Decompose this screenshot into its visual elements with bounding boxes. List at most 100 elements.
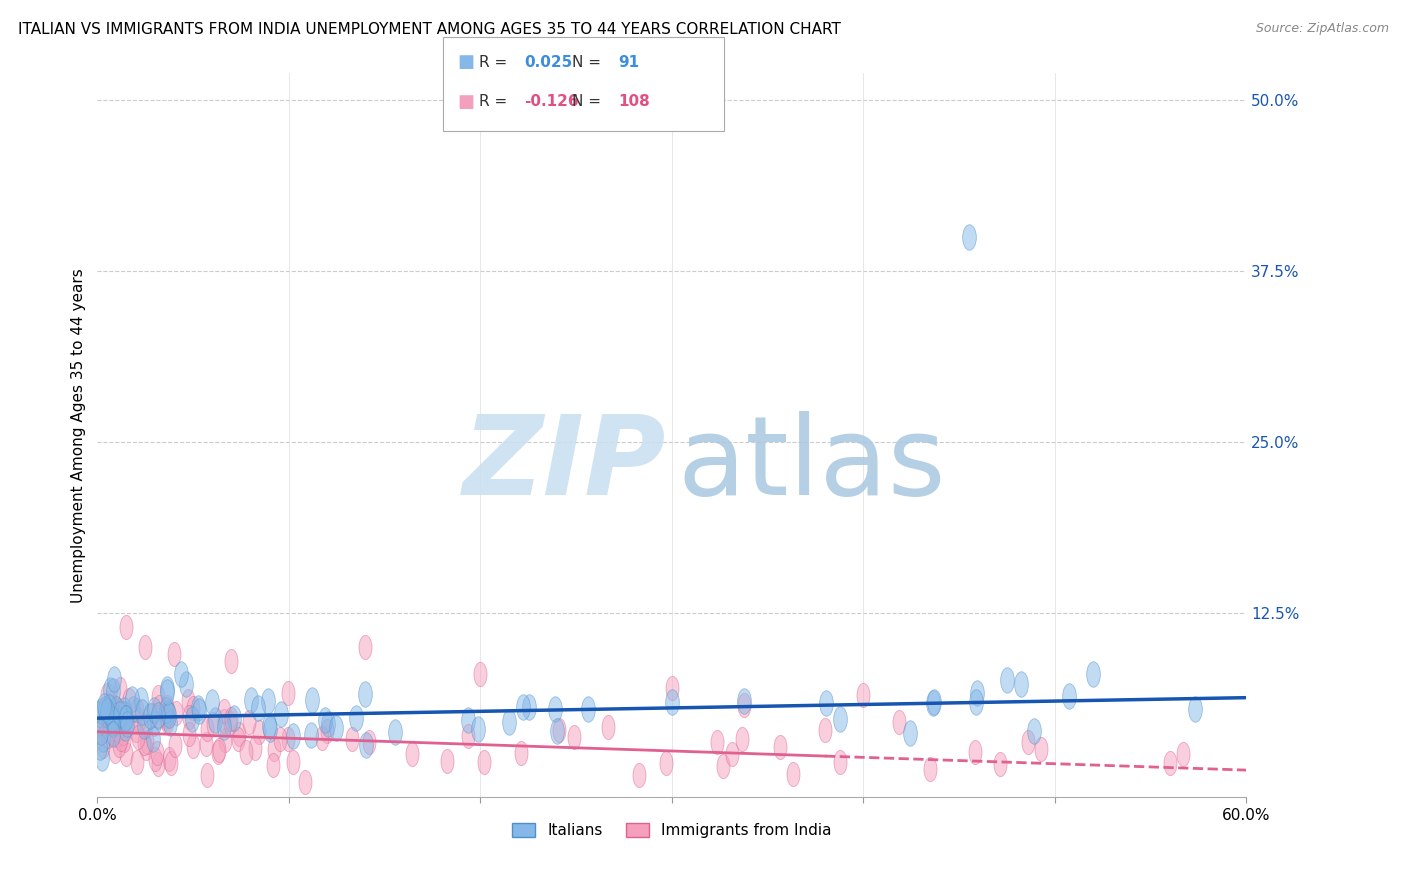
Point	[922, 695, 945, 709]
Point	[156, 684, 179, 698]
Point	[98, 696, 121, 710]
Point	[112, 709, 135, 723]
Point	[467, 722, 489, 736]
Point	[238, 714, 260, 729]
Point	[138, 709, 160, 723]
Point	[547, 723, 569, 738]
Point	[129, 693, 152, 707]
Text: ITALIAN VS IMMIGRANTS FROM INDIA UNEMPLOYMENT AMONG AGES 35 TO 44 YEARS CORRELAT: ITALIAN VS IMMIGRANTS FROM INDIA UNEMPLO…	[18, 22, 841, 37]
Point	[517, 699, 540, 714]
Point	[769, 739, 792, 754]
Point	[155, 711, 177, 725]
Point	[101, 716, 124, 731]
Point	[598, 720, 620, 734]
Point	[325, 721, 347, 735]
Point	[187, 704, 209, 718]
Point	[218, 715, 240, 730]
Point	[316, 716, 339, 731]
Text: N =: N =	[572, 95, 606, 109]
Point	[146, 757, 169, 772]
Text: R =: R =	[479, 55, 513, 70]
Point	[661, 694, 683, 708]
Point	[512, 700, 534, 714]
Point	[155, 709, 177, 723]
Point	[89, 724, 111, 739]
Point	[91, 739, 114, 754]
Point	[299, 728, 322, 742]
Point	[100, 712, 122, 726]
Point	[110, 731, 132, 746]
Point	[1010, 677, 1032, 691]
Point	[245, 740, 267, 755]
Text: R =: R =	[479, 95, 513, 109]
Point	[733, 694, 755, 708]
Text: atlas: atlas	[678, 410, 946, 517]
Point	[384, 725, 406, 739]
Point	[101, 727, 124, 741]
Point	[143, 752, 166, 766]
Point	[156, 682, 179, 697]
Point	[103, 714, 125, 729]
Point	[1184, 702, 1206, 716]
Point	[922, 697, 945, 711]
Point	[197, 767, 219, 781]
Point	[180, 712, 202, 726]
Point	[269, 732, 291, 747]
Point	[654, 756, 676, 770]
Point	[105, 728, 128, 742]
Point	[181, 701, 204, 715]
Point	[957, 230, 980, 244]
Point	[311, 731, 333, 745]
Point	[174, 676, 197, 690]
Point	[900, 726, 922, 740]
Point	[103, 726, 125, 740]
Y-axis label: Unemployment Among Ages 35 to 44 years: Unemployment Among Ages 35 to 44 years	[72, 268, 86, 603]
Point	[98, 709, 121, 723]
Point	[562, 730, 585, 744]
Point	[97, 699, 120, 714]
Point	[316, 724, 339, 739]
Point	[112, 703, 135, 717]
Point	[314, 713, 336, 727]
Point	[830, 712, 852, 726]
Text: 108: 108	[619, 95, 651, 109]
Point	[155, 703, 177, 717]
Point	[354, 640, 377, 654]
Point	[259, 722, 281, 736]
Point	[1057, 690, 1080, 704]
Point	[93, 698, 115, 713]
Point	[89, 739, 111, 754]
Point	[1024, 723, 1046, 738]
Point	[143, 716, 166, 731]
Point	[814, 723, 837, 737]
Point	[101, 684, 124, 698]
Point	[340, 731, 363, 746]
Point	[131, 705, 153, 719]
Point	[207, 745, 229, 759]
Point	[208, 742, 231, 756]
Point	[111, 726, 134, 740]
Point	[344, 711, 367, 725]
Point	[134, 640, 156, 654]
Point	[995, 673, 1018, 688]
Point	[1159, 756, 1181, 770]
Point	[235, 746, 257, 760]
Point	[110, 707, 132, 722]
Point	[966, 686, 988, 700]
Point	[156, 706, 179, 721]
Point	[294, 775, 316, 789]
Point	[179, 710, 201, 724]
Point	[160, 756, 183, 771]
Point	[118, 693, 141, 707]
Point	[163, 647, 186, 661]
Point	[89, 723, 111, 737]
Point	[988, 757, 1011, 772]
Point	[115, 711, 138, 725]
Point	[277, 686, 299, 700]
Point	[270, 706, 292, 721]
Point	[148, 700, 170, 714]
Point	[301, 693, 323, 707]
Point	[165, 706, 187, 720]
Point	[498, 715, 520, 730]
Point	[204, 713, 226, 727]
